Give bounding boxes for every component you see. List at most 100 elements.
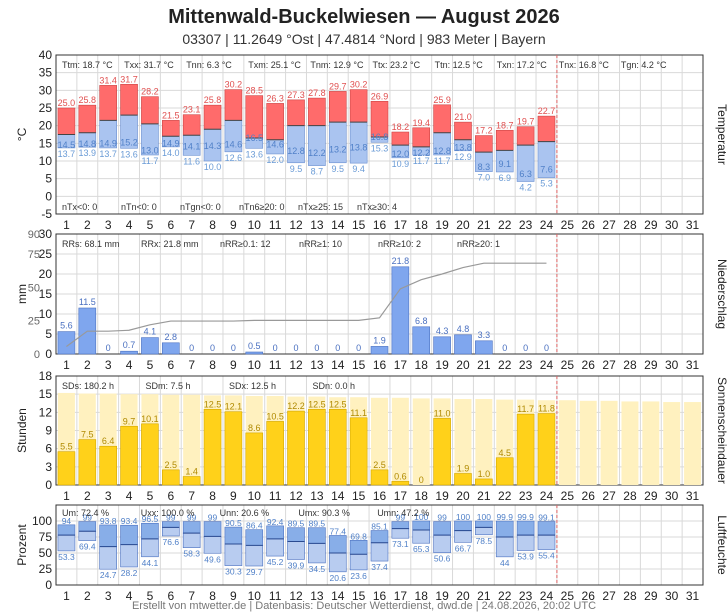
humidity-lower-bar <box>203 536 222 554</box>
stat-text: Umx: 90.3 % <box>298 508 350 518</box>
x-tick-label: 9 <box>230 358 237 372</box>
y-tick-label: 40 <box>39 48 53 62</box>
sunshine-bar <box>182 476 201 486</box>
y-tick-label: 20 <box>39 267 53 281</box>
precip-bar <box>454 334 472 355</box>
precip-data-label: 11.5 <box>79 297 96 307</box>
sunshine-bar <box>203 409 222 486</box>
tmean-data-label: 13.8 <box>350 143 368 153</box>
sunshine-data-label: 12.2 <box>287 401 305 411</box>
x-tick-label: 4 <box>126 589 133 603</box>
x-tick-label: 23 <box>519 218 533 232</box>
tmean-data-label: 15.2 <box>120 138 138 148</box>
sun-potential-bar <box>454 399 472 485</box>
x-tick-label: 17 <box>394 358 408 372</box>
y-tick-label: 20 <box>39 119 53 133</box>
y-tick-label: 18 <box>39 369 53 383</box>
humidity-upper-bar <box>245 529 264 546</box>
x-tick-label: 9 <box>230 218 237 232</box>
x-tick-label: 4 <box>126 358 133 372</box>
precip-data-label: 0 <box>273 343 278 353</box>
tmin-data-label: 15.3 <box>371 143 389 153</box>
x-tick-label: 10 <box>248 358 262 372</box>
humidity-lower-bar <box>287 541 305 560</box>
precip-data-label: 0 <box>314 343 319 353</box>
tmax-bar <box>412 127 431 148</box>
humidity-min-label: 37.4 <box>371 562 388 572</box>
tmin-data-label: 11.7 <box>413 156 430 166</box>
x-tick-label: 25 <box>561 218 575 232</box>
y-tick-label: 50 <box>39 546 53 560</box>
humidity-max-label: 92.4 <box>267 517 284 527</box>
humidity-lower-bar <box>537 534 556 550</box>
sunshine-bar <box>245 432 264 486</box>
sun-potential-bar <box>412 398 430 485</box>
sunshine-data-label: 11.7 <box>517 404 534 414</box>
stat-text: RRs: 68.1 mm <box>62 239 120 249</box>
x-tick-label: 3 <box>105 218 112 232</box>
tmean-data-label: 12.2 <box>308 148 326 158</box>
tmax-bar <box>391 131 410 146</box>
humidity-min-label: 78.5 <box>476 536 493 546</box>
precip-bar <box>141 337 159 355</box>
stat-text: nRR≥20: 1 <box>457 239 500 249</box>
precip-bar <box>433 336 451 355</box>
tmax-bar <box>245 95 264 139</box>
y-tick-label: 5 <box>45 172 52 186</box>
sun-potential-bar <box>162 394 180 485</box>
humidity-max-label: 99 <box>437 513 447 523</box>
tmin-data-label: 11.7 <box>141 156 158 166</box>
precip-data-label: 0 <box>294 343 299 353</box>
tmax-bar <box>495 129 514 151</box>
humidity-max-label: 99.9 <box>517 512 534 522</box>
sun-potential-bar <box>183 394 201 485</box>
tmax-bar <box>99 85 117 121</box>
x-tick-label: 30 <box>665 358 679 372</box>
humidity-max-label: 99 <box>166 513 176 523</box>
humidity-upper-bar <box>412 520 431 531</box>
sunshine-bar <box>328 409 347 486</box>
sunshine-bar <box>370 469 389 486</box>
tmax-data-label: 18.7 <box>496 120 514 130</box>
tmax-bar <box>203 104 222 130</box>
tmax-bar <box>287 99 305 126</box>
humidity-lower-bar <box>245 545 264 567</box>
tmin-data-label: 13.7 <box>58 149 76 159</box>
x-tick-label: 12 <box>289 218 303 232</box>
sunshine-bar <box>516 413 535 486</box>
humidity-min-label: 66.7 <box>455 543 472 553</box>
tmean-data-label: 14.1 <box>183 142 201 152</box>
x-tick-label: 8 <box>209 218 216 232</box>
x-tick-label: 24 <box>540 489 554 503</box>
precip-bar <box>161 342 180 355</box>
humidity-min-label: 44 <box>500 558 510 568</box>
x-tick-label: 31 <box>686 489 700 503</box>
humidity-min-label: 29.7 <box>246 567 263 577</box>
tmean-data-label: 13.8 <box>454 143 472 153</box>
sunshine-data-label: 10.5 <box>266 411 284 421</box>
humidity-max-label: 100 <box>477 512 491 522</box>
sun-potential-bar <box>579 400 597 485</box>
sunshine-data-label: 11.1 <box>350 408 367 418</box>
humidity-min-label: 55.4 <box>538 551 555 561</box>
tmin-data-label: 12.0 <box>266 155 284 165</box>
x-tick-label: 22 <box>498 218 512 232</box>
sunshine-data-label: 2.5 <box>373 460 386 470</box>
y-tick-label: 9 <box>45 424 52 438</box>
humidity-min-label: 28.2 <box>121 568 138 578</box>
precip-data-label: 0.5 <box>248 341 261 351</box>
panel-side-label: Niederschlag <box>715 259 728 329</box>
sunshine-bar <box>78 439 97 486</box>
humidity-upper-bar <box>370 530 389 544</box>
x-tick-label: 12 <box>289 358 303 372</box>
sun-potential-bar <box>642 401 660 485</box>
x-tick-label: 18 <box>415 358 429 372</box>
x-tick-label: 29 <box>644 589 658 603</box>
tmean-data-label: 12.8 <box>287 146 305 156</box>
x-tick-label: 31 <box>686 358 700 372</box>
x-tick-label: 25 <box>561 589 575 603</box>
x-tick-label: 2 <box>84 218 91 232</box>
y-tick-label: 15 <box>39 387 53 401</box>
tmax-data-label: 26.3 <box>266 93 284 103</box>
plot-frame <box>55 54 704 215</box>
